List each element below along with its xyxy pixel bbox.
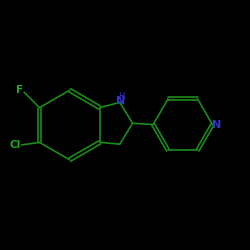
- Text: Cl: Cl: [10, 140, 21, 150]
- Text: F: F: [16, 84, 23, 94]
- Text: N: N: [116, 96, 126, 106]
- Text: N: N: [212, 120, 221, 130]
- Text: H: H: [118, 92, 124, 101]
